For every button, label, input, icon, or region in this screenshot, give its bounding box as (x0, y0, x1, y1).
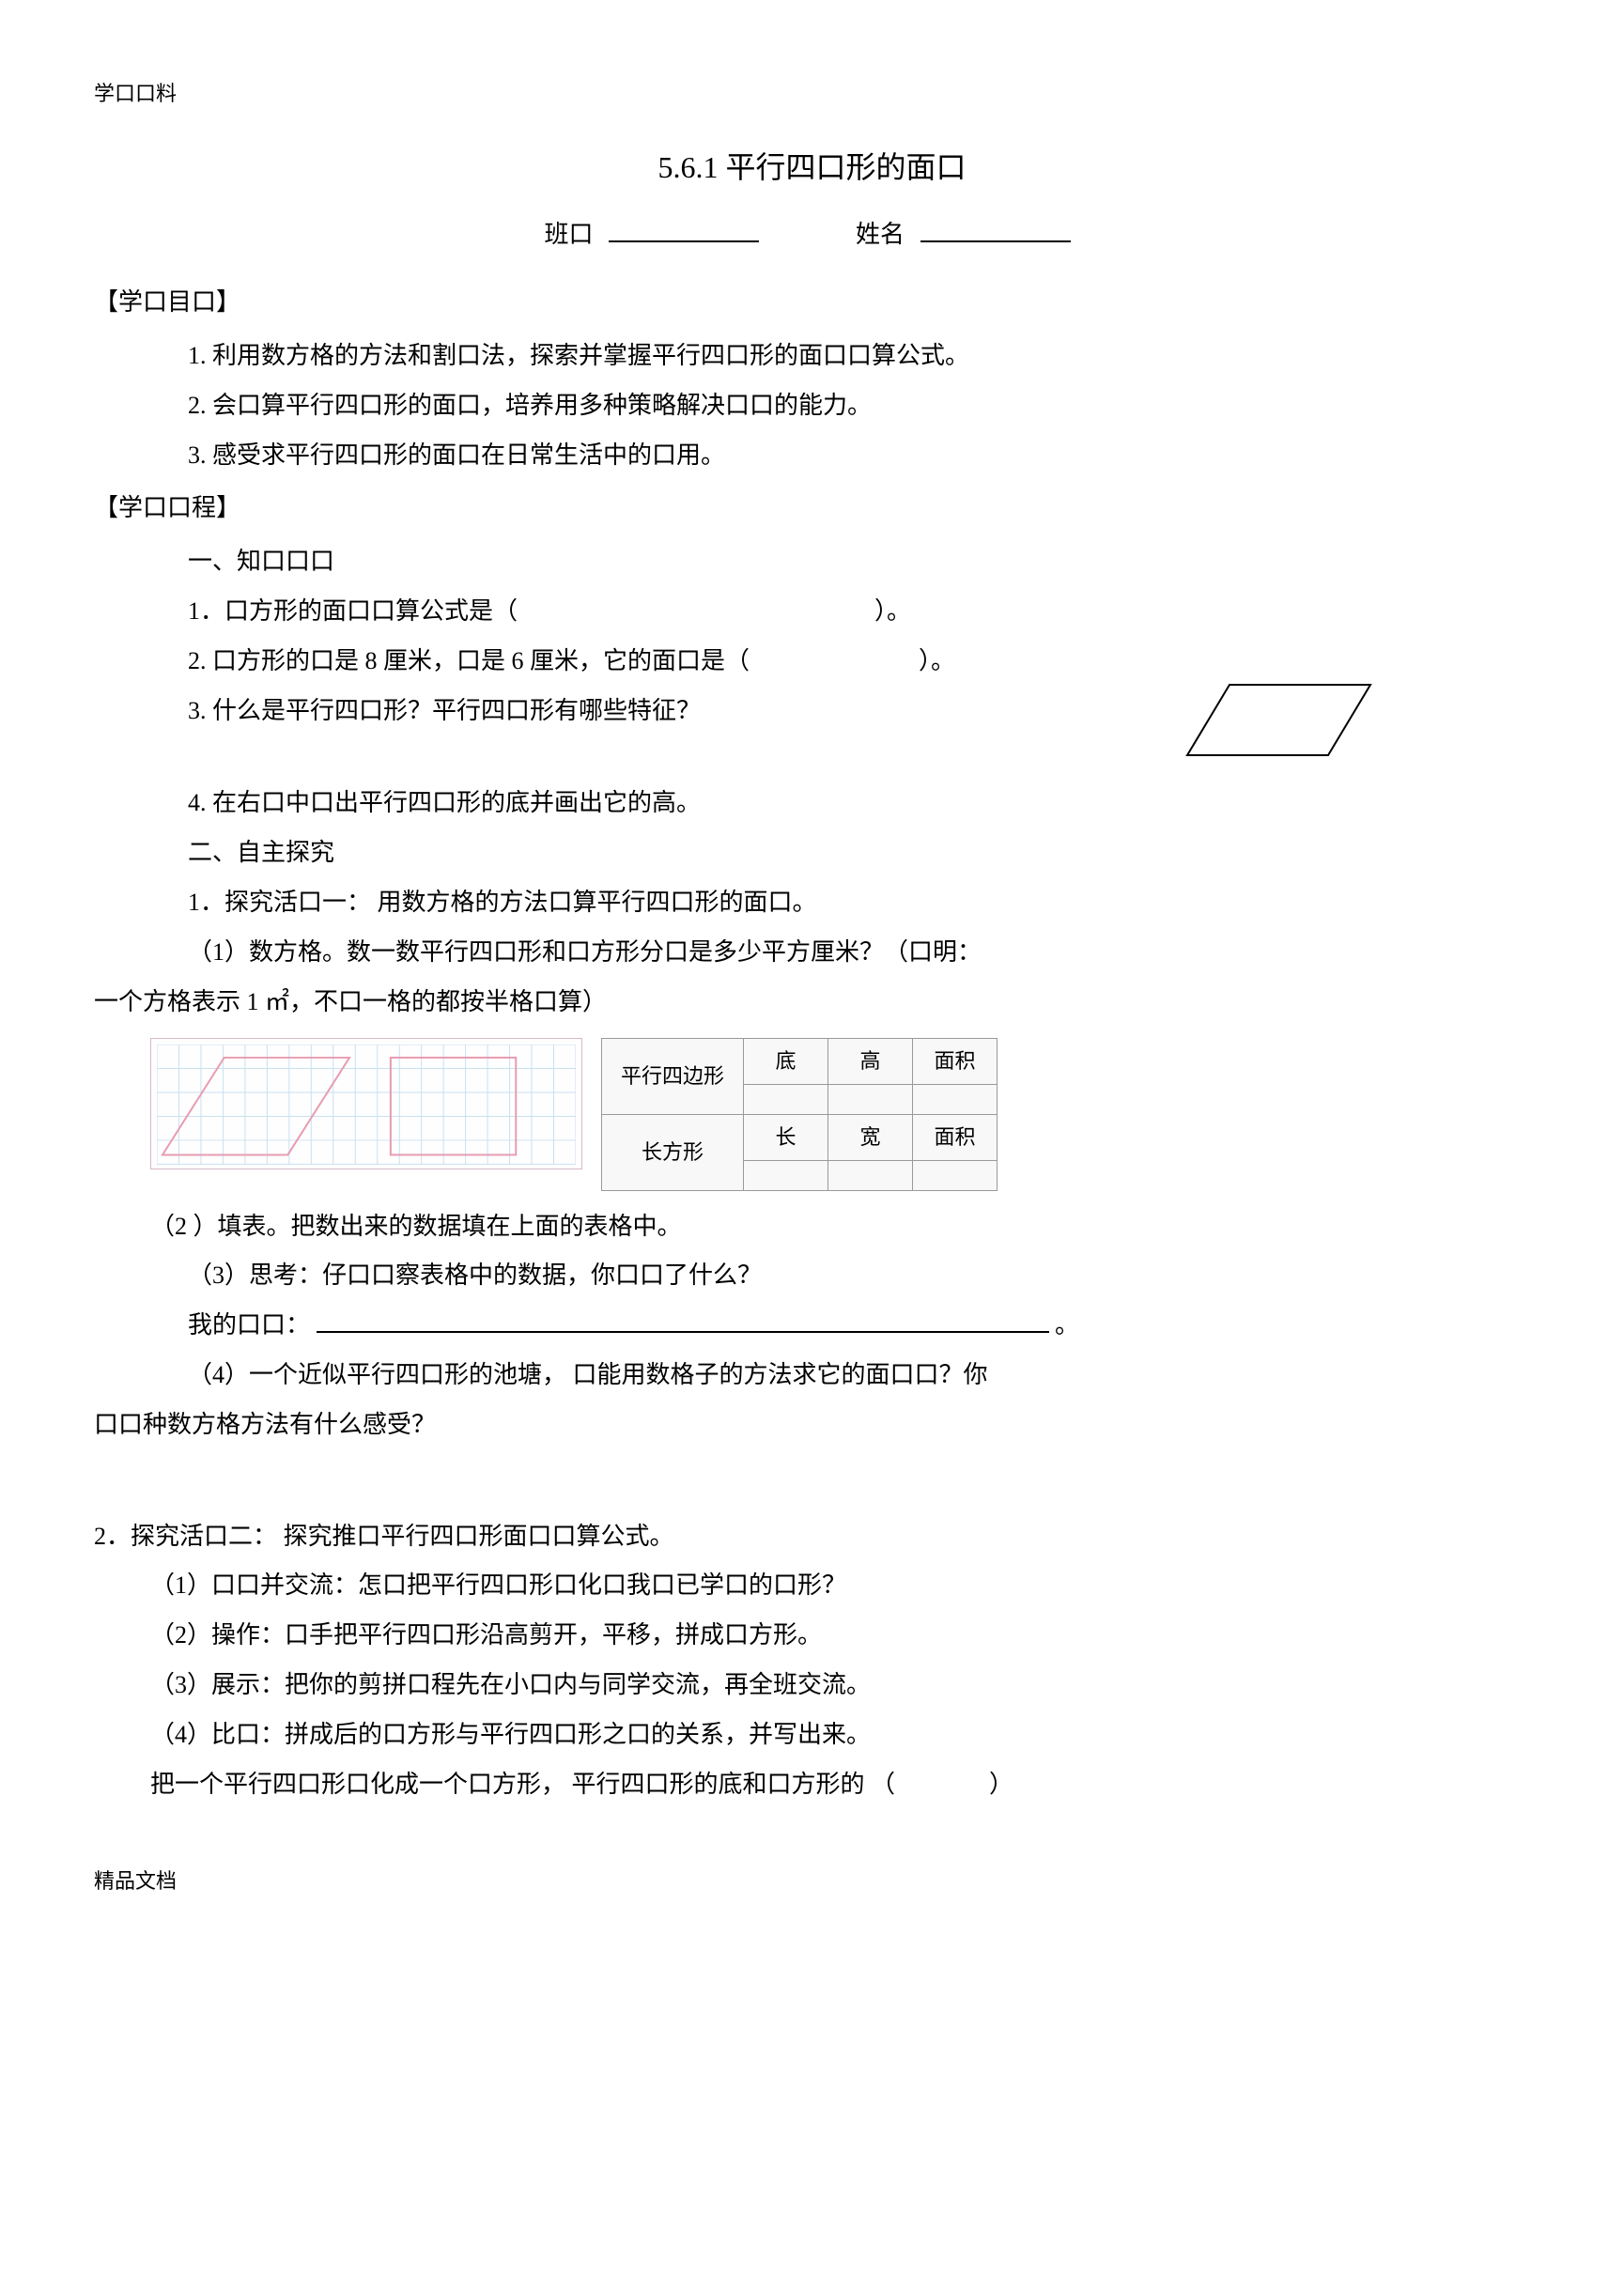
explore2-2: （2）操作：口手把平行四口形沿高剪开，平移，拼成口方形。 (94, 1614, 1530, 1658)
explore2-5-prefix: 把一个平行四口形口化成一个口方形， 平行四口形的底和口方形的 （ (150, 1771, 895, 1798)
class-label: 班口 (544, 221, 593, 248)
grid-and-table-row: 平行四边形 底 高 面积 长方形 长 宽 面积 (150, 1038, 1530, 1190)
objective-2: 2. 会口算平行四口形的面口，培养用多种策略解决口口的能力。 (94, 384, 1530, 428)
explore2-title: 2．探究活口二： 探究推口平行四口形面口口算公式。 (94, 1515, 1530, 1559)
explore1-2: （2 ）填表。把数出来的数据填在上面的表格中。 (94, 1205, 1530, 1249)
table-blank[interactable] (828, 1160, 913, 1190)
class-name-row: 班口 姓名 (94, 213, 1530, 257)
grid-figure (150, 1038, 582, 1169)
name-blank[interactable] (920, 213, 1071, 242)
measure-table: 平行四边形 底 高 面积 长方形 长 宽 面积 (601, 1038, 998, 1190)
grid-svg (157, 1045, 576, 1164)
period: 。 (1055, 1311, 1079, 1339)
table-blank[interactable] (913, 1084, 998, 1114)
page-title: 5.6.1 平行四口形的面口 (94, 141, 1530, 195)
table-r2-label: 长方形 (602, 1114, 744, 1190)
my-finding-row: 我的口口： 。 (94, 1304, 1530, 1348)
explore1-4b: 口口种数方格方法有什么感受？ (94, 1403, 1530, 1447)
table-r1-c1: 底 (744, 1039, 828, 1085)
table-blank[interactable] (744, 1160, 828, 1190)
table-row: 平行四边形 底 高 面积 (602, 1039, 998, 1085)
explore2-3: （3）展示：把你的剪拼口程先在小口内与同学交流，再全班交流。 (94, 1664, 1530, 1708)
table-blank[interactable] (744, 1084, 828, 1114)
objectives-heading: 【学口目口】 (94, 281, 1530, 325)
objective-3: 3. 感受求平行四口形的面口在日常生活中的口用。 (94, 434, 1530, 478)
table-r1-c3: 面积 (913, 1039, 998, 1085)
q1: 1．口方形的面口口算公式是（ ）。 (94, 590, 1530, 634)
footer-text: 精品文档 (94, 1863, 1530, 1900)
q4: 4. 在右口中口出平行四口形的底并画出它的高。 (94, 782, 1530, 826)
explore1-title: 1．探究活口一： 用数方格的方法口算平行四口形的面口。 (94, 881, 1530, 925)
part1-heading: 一、知口口口 (94, 540, 1530, 584)
explore2-5: 把一个平行四口形口化成一个口方形， 平行四口形的底和口方形的 （ ） (94, 1763, 1530, 1807)
table-blank[interactable] (828, 1084, 913, 1114)
explore2-5-suffix: ） (989, 1771, 1013, 1798)
process-heading: 【学口口程】 (94, 487, 1530, 531)
table-r2-c2: 宽 (828, 1114, 913, 1160)
part2-heading: 二、自主探究 (94, 831, 1530, 875)
q2-prefix: 2. 口方形的口是 8 厘米，口是 6 厘米，它的面口是（ (188, 647, 750, 674)
my-finding-blank[interactable] (317, 1304, 1049, 1333)
name-label: 姓名 (856, 221, 905, 248)
q1-suffix: ）。 (874, 597, 911, 625)
my-label: 我的口口： (188, 1311, 310, 1339)
doc-top-label: 学口口料 (94, 75, 1530, 113)
table-r2-c3: 面积 (913, 1114, 998, 1160)
parallelogram-figure (1183, 680, 1380, 765)
class-blank[interactable] (609, 213, 759, 242)
q2-suffix: ）。 (919, 647, 955, 674)
q2: 2. 口方形的口是 8 厘米，口是 6 厘米，它的面口是（ ）。 (94, 640, 1530, 684)
explore2-1: （1）口口并交流：怎口把平行四口形口化口我口已学口的口形？ (94, 1564, 1530, 1608)
explore1-3: （3）思考：仔口口察表格中的数据，你口口了什么？ (94, 1254, 1530, 1298)
q3-row: 3. 什么是平行四口形？平行四口形有哪些特征？ (94, 689, 1530, 734)
objective-1: 1. 利用数方格的方法和割口法，探索并掌握平行四口形的面口口算公式。 (94, 334, 1530, 379)
table-r1-c2: 高 (828, 1039, 913, 1085)
q1-prefix: 1．口方形的面口口算公式是（ (188, 597, 518, 625)
table-row: 长方形 长 宽 面积 (602, 1114, 998, 1160)
explore1-1: （1）数方格。数一数平行四口形和口方形分口是多少平方厘米？（口明： (94, 931, 1530, 975)
table-r1-label: 平行四边形 (602, 1039, 744, 1115)
explore1-4: （4）一个近似平行四口形的池塘， 口能用数格子的方法求它的面口口？你 (94, 1354, 1530, 1398)
explore2-4: （4）比口：拼成后的口方形与平行四口形之口的关系，并写出来。 (94, 1713, 1530, 1757)
q3-text: 3. 什么是平行四口形？平行四口形有哪些特征？ (188, 697, 701, 724)
table-r2-c1: 长 (744, 1114, 828, 1160)
explore1-1b: 一个方格表示 1 ㎡，不口一格的都按半格口算） (94, 981, 1530, 1025)
table-blank[interactable] (913, 1160, 998, 1190)
